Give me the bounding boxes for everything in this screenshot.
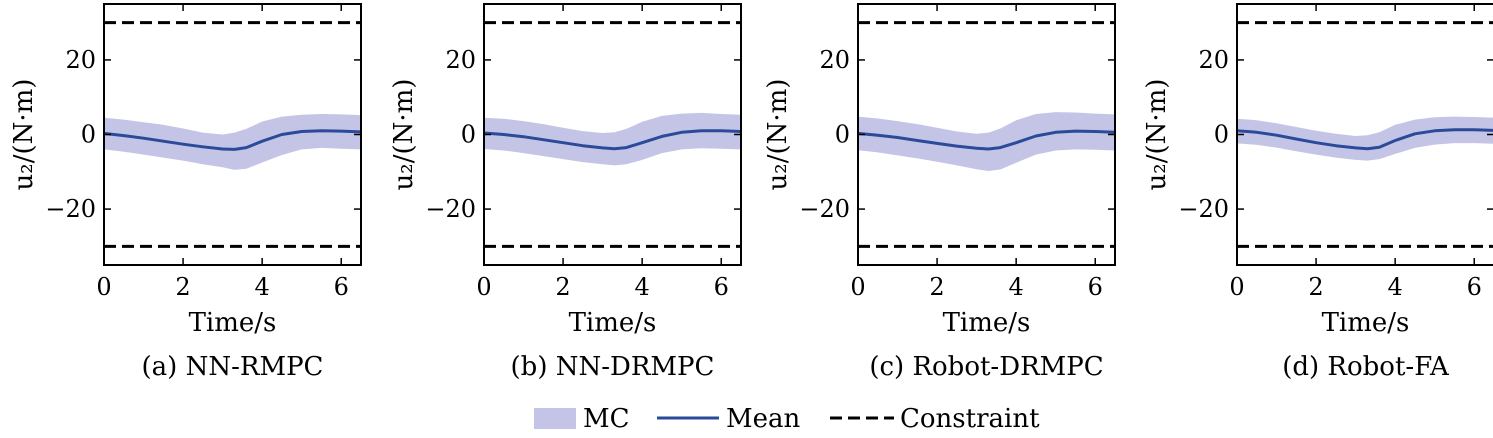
y-tick-label: −20 [425,195,476,223]
chart-panel-2: 0 2 4 6 −20 0 20 Time/s u₂/(N·m) (b) NN-DRMPC [389,3,742,382]
x-axis-label: Time/s [569,308,657,338]
x-tick-label: 4 [255,273,270,301]
mc-band [104,114,361,170]
legend-swatch-mc [534,408,576,429]
x-tick-label: 2 [929,273,944,301]
subplot-caption: (a) NN-RMPC [142,352,324,382]
y-tick-label: −20 [1178,195,1229,223]
legend-label: Mean [726,404,801,434]
legend-label: Constraint [900,404,1040,434]
x-tick-label: 2 [175,273,190,301]
y-tick-label: 20 [1198,46,1229,74]
x-tick-label: 6 [1467,273,1482,301]
x-tick-label: 6 [334,273,349,301]
x-tick-label: 4 [635,273,650,301]
x-tick-label: 2 [1308,273,1323,301]
x-axis-label: Time/s [943,308,1031,338]
mean-line [483,129,742,151]
legend: MC Mean Constraint [534,404,1040,434]
chart-panel-4: 0 2 4 6 −20 0 20 Time/s u₂/(N·m) (d) Robot-FA [1142,3,1493,382]
y-tick-label: 0 [81,121,96,149]
x-tick-label: 4 [1009,273,1024,301]
x-axis-label: Time/s [189,308,277,338]
chart-panel-1: 0 2 4 6 −20 0 20 Time/s u₂/(N·m) (a) NN-RMPC [9,3,362,382]
mc-band [484,112,741,166]
legend-label: MC [583,404,630,434]
y-tick-label: −20 [799,195,850,223]
x-tick-label: 6 [714,273,729,301]
subplot-caption: (d) Robot-FA [1282,352,1450,382]
x-axis-label: Time/s [1322,308,1410,338]
y-tick-label: 20 [819,46,850,74]
y-tick-label: 0 [835,121,850,149]
y-tick-label: −20 [45,195,96,223]
x-tick-label: 0 [1229,273,1244,301]
mean-line [103,129,362,151]
y-axis-label: u₂/(N·m) [763,79,793,191]
y-tick-label: 0 [461,121,476,149]
y-tick-label: 20 [65,46,96,74]
y-tick-label: 20 [445,46,476,74]
subplot-caption: (b) NN-DRMPC [511,352,715,382]
mc-band [858,112,1115,171]
x-tick-label: 2 [555,273,570,301]
mean-line [857,129,1116,151]
x-tick-label: 6 [1088,273,1103,301]
y-axis-label: u₂/(N·m) [389,79,419,191]
y-tick-label: 0 [1214,121,1229,149]
y-axis-label: u₂/(N·m) [1142,79,1172,191]
mean-line [1236,128,1493,151]
x-tick-label: 4 [1388,273,1403,301]
x-tick-label: 0 [96,273,111,301]
y-axis-label: u₂/(N·m) [9,79,39,191]
subplot-caption: (c) Robot-DRMPC [869,352,1103,382]
chart-panel-3: 0 2 4 6 −20 0 20 Time/s u₂/(N·m) (c) Robot-DRMPC [763,3,1116,382]
x-tick-label: 0 [850,273,865,301]
x-tick-label: 0 [476,273,491,301]
mc-band [1237,116,1493,161]
